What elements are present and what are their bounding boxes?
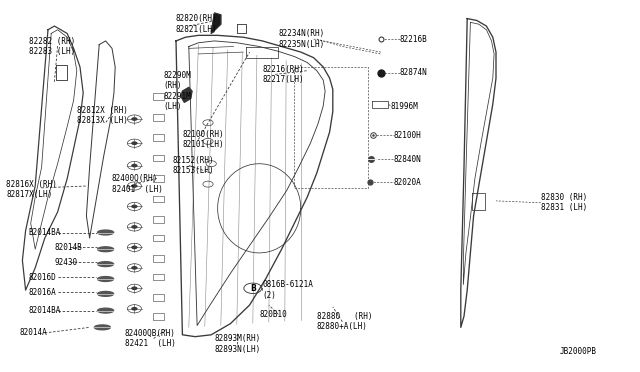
Text: 82893M(RH)
82893N(LH): 82893M(RH) 82893N(LH) (214, 334, 260, 354)
Text: 0816B-6121A
(2): 0816B-6121A (2) (262, 280, 313, 300)
Circle shape (131, 117, 138, 121)
Text: B2014BA: B2014BA (29, 228, 61, 237)
Bar (153, 294, 164, 301)
Text: 82016A: 82016A (29, 288, 56, 296)
Text: 82816X (RH)
82817X(LH): 82816X (RH) 82817X(LH) (6, 180, 57, 199)
Text: 82282 (RH)
82283 (LH): 82282 (RH) 82283 (LH) (29, 37, 75, 56)
Polygon shape (211, 13, 221, 33)
Text: 82216B: 82216B (400, 35, 428, 44)
Bar (153, 196, 164, 202)
Circle shape (131, 164, 138, 167)
Text: 82100H: 82100H (394, 131, 421, 140)
Text: 82812X (RH)
82813X (LH): 82812X (RH) 82813X (LH) (77, 106, 127, 125)
Text: 82020A: 82020A (394, 178, 421, 187)
Circle shape (131, 246, 138, 249)
Ellipse shape (98, 277, 114, 282)
Circle shape (131, 266, 138, 270)
Text: 82100(RH)
82101(LH): 82100(RH) 82101(LH) (182, 130, 224, 149)
Text: JB2000PB: JB2000PB (560, 347, 597, 356)
Text: 82820(RH)
82821(LH): 82820(RH) 82821(LH) (176, 15, 218, 34)
Bar (153, 235, 164, 241)
Text: 82216(RH)
82217(LH): 82216(RH) 82217(LH) (262, 65, 304, 84)
Ellipse shape (98, 262, 114, 266)
Text: 82152(RH)
82153(LH): 82152(RH) 82153(LH) (173, 156, 214, 175)
Bar (153, 134, 164, 141)
Polygon shape (181, 87, 192, 102)
Text: 82234N(RH)
82235N(LH): 82234N(RH) 82235N(LH) (278, 29, 324, 49)
Bar (153, 313, 164, 320)
Circle shape (131, 307, 138, 311)
Text: 82840N: 82840N (394, 155, 421, 164)
Text: 82874N: 82874N (400, 68, 428, 77)
Ellipse shape (98, 247, 114, 251)
Bar (153, 216, 164, 223)
Text: 82400Q(RH)
82401  (LH): 82400Q(RH) 82401 (LH) (112, 174, 163, 194)
Bar (153, 93, 164, 100)
Text: 82290M
(RH)
82291M
(LH): 82290M (RH) 82291M (LH) (163, 71, 191, 111)
Text: 82014A: 82014A (19, 328, 47, 337)
Text: 820B10: 820B10 (259, 310, 287, 319)
Circle shape (131, 141, 138, 145)
Circle shape (131, 225, 138, 229)
Text: 82880   (RH)
82880+A(LH): 82880 (RH) 82880+A(LH) (317, 312, 372, 331)
Bar (153, 155, 164, 161)
Text: 82016D: 82016D (29, 273, 56, 282)
Circle shape (131, 286, 138, 290)
Circle shape (131, 184, 138, 188)
Ellipse shape (95, 325, 111, 330)
Text: 82400QB(RH)
82421  (LH): 82400QB(RH) 82421 (LH) (125, 329, 175, 348)
Text: 82014BA: 82014BA (29, 306, 61, 315)
Bar (153, 114, 164, 121)
Text: 81996M: 81996M (390, 102, 418, 110)
Bar (153, 175, 164, 182)
Ellipse shape (98, 308, 114, 313)
Ellipse shape (98, 230, 114, 235)
Text: 82830 (RH)
82831 (LH): 82830 (RH) 82831 (LH) (541, 193, 587, 212)
Text: 92430: 92430 (54, 258, 77, 267)
Text: 82014B: 82014B (54, 243, 82, 252)
Bar (153, 274, 164, 280)
Text: B: B (250, 284, 255, 293)
Ellipse shape (98, 292, 114, 296)
Bar (153, 255, 164, 262)
Circle shape (131, 205, 138, 208)
